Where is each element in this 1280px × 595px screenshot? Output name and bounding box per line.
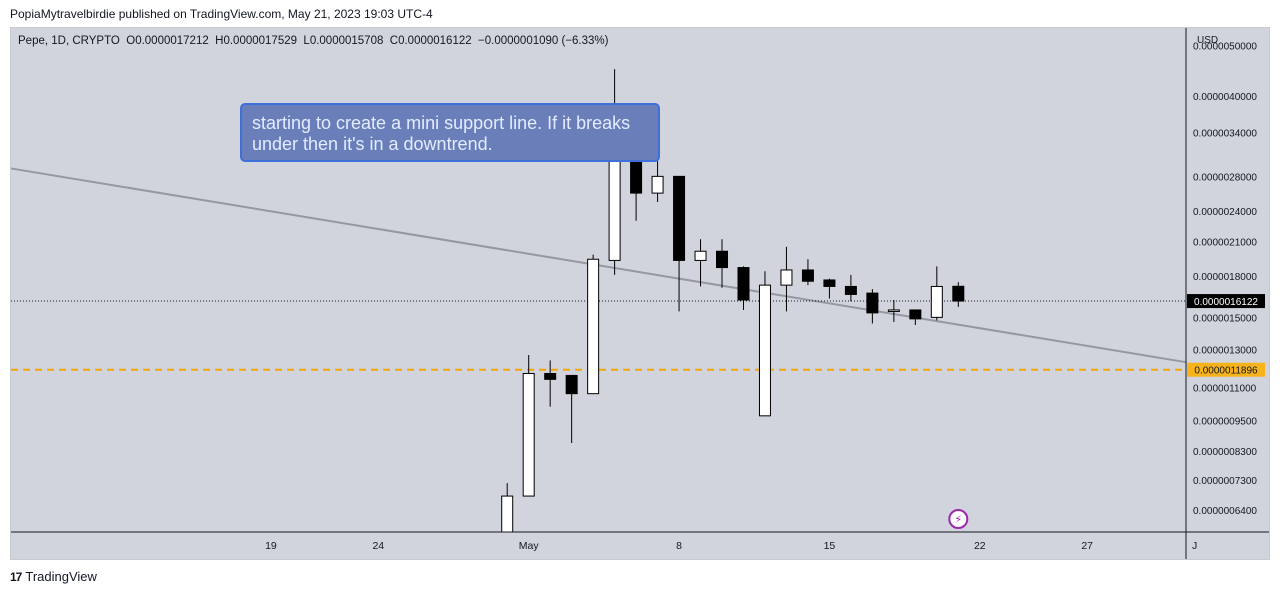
- close-label: C: [389, 35, 399, 47]
- candle: [673, 175, 686, 312]
- level-price-badge: [1187, 362, 1265, 377]
- candle-up-body: [930, 285, 943, 318]
- high-label: H: [215, 35, 224, 47]
- candle-down-body: [866, 292, 879, 314]
- price-tick-label: 0.0000050000: [1193, 41, 1257, 52]
- candle: [758, 271, 771, 417]
- candle: [587, 254, 600, 395]
- candle-down-body: [673, 175, 686, 261]
- price-tick-label: 0.0000008300: [1193, 447, 1257, 458]
- tradingview-logo-icon: 17: [10, 569, 22, 584]
- candle: [780, 246, 793, 312]
- price-tick-label: 0.0000018000: [1193, 272, 1257, 283]
- price-tick-label: 0.0000009500: [1193, 417, 1257, 428]
- candle: [716, 239, 729, 288]
- chart-frame[interactable]: [10, 27, 1270, 560]
- low-value: 0.0000015708: [309, 35, 384, 47]
- candle: [887, 299, 900, 322]
- price-tick-label: 0.0000015000: [1193, 313, 1257, 324]
- time-axis-background: [11, 532, 1269, 559]
- candle: [737, 266, 750, 310]
- candle: [844, 274, 857, 302]
- candle-down-body: [801, 269, 814, 282]
- candle-up-body: [651, 175, 664, 194]
- publish-line: PopiaMytravelbirdie published on Trading…: [10, 7, 433, 21]
- time-tick-label: 15: [824, 540, 836, 552]
- candle-up-body: [758, 284, 771, 417]
- ohlc-header: Pepe, 1D, CRYPTO O0.0000017212 H0.000001…: [18, 35, 608, 47]
- candle-down-body: [565, 374, 578, 395]
- candle-down-body: [952, 285, 965, 302]
- candle: [565, 374, 578, 444]
- currency-label: USD: [1197, 35, 1218, 46]
- tradingview-brand: TradingView: [25, 569, 97, 584]
- candle: [651, 153, 664, 202]
- level-price-label: 0.0000011896: [1194, 366, 1258, 377]
- price-tick-label: 0.0000021000: [1193, 237, 1257, 248]
- candle-up-body: [694, 250, 707, 261]
- time-tick-label: 27: [1081, 540, 1093, 552]
- candle: [801, 259, 814, 286]
- change-value: −0.0000001090 (−6.33%): [478, 35, 609, 47]
- last-price-label: 0.0000016122: [1194, 297, 1258, 308]
- candle: [544, 360, 557, 407]
- low-label: L: [303, 35, 310, 47]
- price-tick-label: 0.0000013000: [1193, 346, 1257, 357]
- high-value: 0.0000017529: [223, 35, 298, 47]
- time-tick-label: 8: [676, 540, 682, 552]
- symbol-label[interactable]: Pepe, 1D, CRYPTO: [18, 35, 120, 47]
- candle-up-body: [522, 372, 535, 497]
- candle: [909, 309, 922, 326]
- candle-down-body: [909, 309, 922, 320]
- price-tick-label: 0.0000028000: [1193, 172, 1257, 183]
- price-tick-label: 0.0000011000: [1193, 383, 1257, 394]
- candle-up-body: [887, 309, 900, 312]
- candle-up-body: [587, 258, 600, 395]
- price-axis-background: [1186, 28, 1269, 532]
- candle: [694, 239, 707, 287]
- time-tick-label: May: [519, 540, 540, 552]
- candle-down-body: [844, 285, 857, 295]
- event-marker-icon: [948, 509, 969, 529]
- candle-down-body: [823, 279, 836, 287]
- time-tick-label: 22: [974, 540, 986, 552]
- open-label: O: [126, 35, 136, 47]
- time-tick-label: J: [1192, 540, 1197, 552]
- tradingview-logo[interactable]: 17 TradingView: [10, 569, 97, 584]
- price-tick-label: 0.0000007300: [1193, 476, 1257, 487]
- time-tick-label: 19: [265, 540, 277, 552]
- candle: [866, 289, 879, 324]
- price-tick-label: 0.0000024000: [1193, 207, 1257, 218]
- candle: [952, 282, 965, 307]
- time-tick-label: 24: [372, 540, 384, 552]
- candle-up-body: [501, 495, 514, 533]
- candle: [930, 266, 943, 321]
- annotation-note[interactable]: starting to create a mini support line. …: [240, 103, 660, 162]
- price-tick-label: 0.0000034000: [1193, 129, 1257, 140]
- candle-down-body: [737, 267, 750, 301]
- open-value: 0.0000017212: [135, 35, 209, 47]
- price-tick-label: 0.0000006400: [1193, 506, 1257, 517]
- candle: [823, 278, 836, 299]
- candle: [522, 354, 535, 497]
- last-price-badge: [1187, 294, 1265, 309]
- close-value: 0.0000016122: [398, 35, 472, 47]
- candle-down-body: [716, 250, 729, 269]
- event-marker-glyph: ⚡: [954, 513, 962, 526]
- candle-down-body: [544, 372, 557, 380]
- price-tick-label: 0.0000040000: [1193, 92, 1257, 103]
- candle-up-body: [780, 269, 793, 286]
